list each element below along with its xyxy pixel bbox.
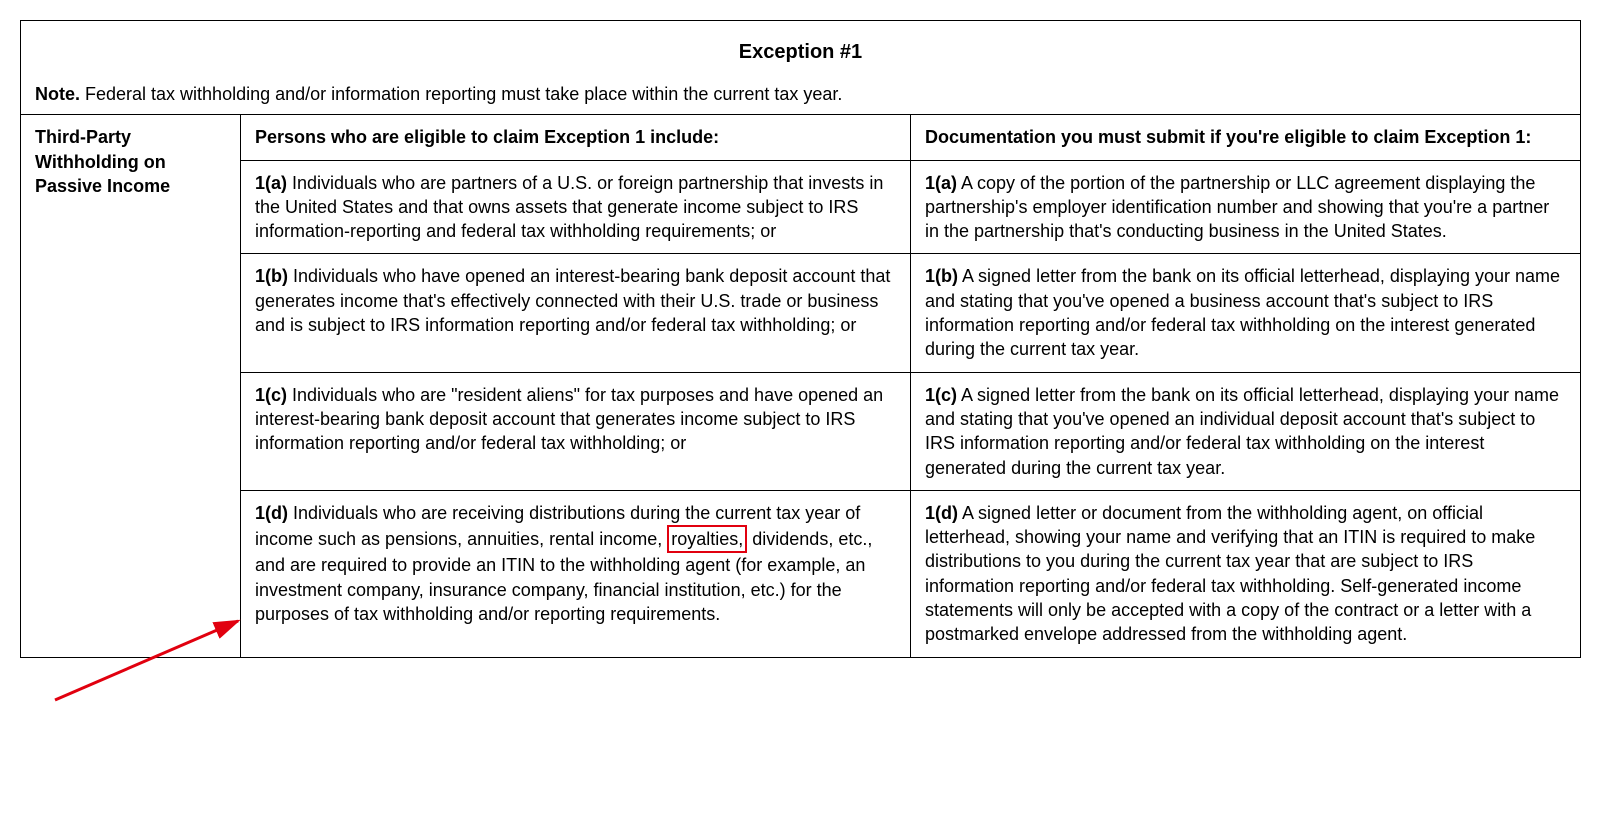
row-text: Individuals who are "resident aliens" fo… [255,385,883,454]
note-row: Note. Federal tax withholding and/or inf… [21,76,1581,115]
row-label: 1(b) [255,266,288,286]
row-text: A signed letter from the bank on its off… [925,266,1560,359]
row-label: 1(b) [925,266,958,286]
persons-cell-1a: 1(a) Individuals who are partners of a U… [241,160,911,254]
persons-cell-1b: 1(b) Individuals who have opened an inte… [241,254,911,372]
row-text: Individuals who are partners of a U.S. o… [255,173,883,242]
table-row: 1(a) Individuals who are partners of a U… [21,160,1581,254]
row-label: 1(c) [255,385,287,405]
row-label: 1(a) [925,173,957,193]
title-row: Exception #1 [21,21,1581,77]
table-row: 1(c) Individuals who are "resident alien… [21,372,1581,490]
persons-cell-1c: 1(c) Individuals who are "resident alien… [241,372,911,490]
header-row: Third-Party Withholding on Passive Incom… [21,115,1581,160]
exception-table: Exception #1 Note. Federal tax withholdi… [20,20,1581,658]
persons-cell-1d: 1(d) Individuals who are receiving distr… [241,490,911,657]
table-title: Exception #1 [21,21,1581,77]
row-label: 1(d) [925,503,958,523]
row-label: 1(c) [925,385,957,405]
row-text: A signed letter from the bank on its off… [925,385,1559,478]
docs-cell-1c: 1(c) A signed letter from the bank on it… [911,372,1581,490]
note-label: Note. [35,84,80,104]
row-text: Individuals who have opened an interest-… [255,266,890,335]
docs-cell-1b: 1(b) A signed letter from the bank on it… [911,254,1581,372]
row-text: A copy of the portion of the partnership… [925,173,1549,242]
note-cell: Note. Federal tax withholding and/or inf… [21,76,1581,115]
note-text: Federal tax withholding and/or informati… [80,84,842,104]
document-wrap: Exception #1 Note. Federal tax withholdi… [20,20,1580,658]
table-row: 1(b) Individuals who have opened an inte… [21,254,1581,372]
table-row: 1(d) Individuals who are receiving distr… [21,490,1581,657]
category-label: Third-Party Withholding on Passive Incom… [21,115,241,657]
col3-header: Documentation you must submit if you're … [911,115,1581,160]
docs-cell-1d: 1(d) A signed letter or document from th… [911,490,1581,657]
highlighted-word: royalties, [667,525,747,553]
col2-header: Persons who are eligible to claim Except… [241,115,911,160]
row-label: 1(d) [255,503,288,523]
docs-cell-1a: 1(a) A copy of the portion of the partne… [911,160,1581,254]
row-text: A signed letter or document from the wit… [925,503,1535,644]
row-label: 1(a) [255,173,287,193]
